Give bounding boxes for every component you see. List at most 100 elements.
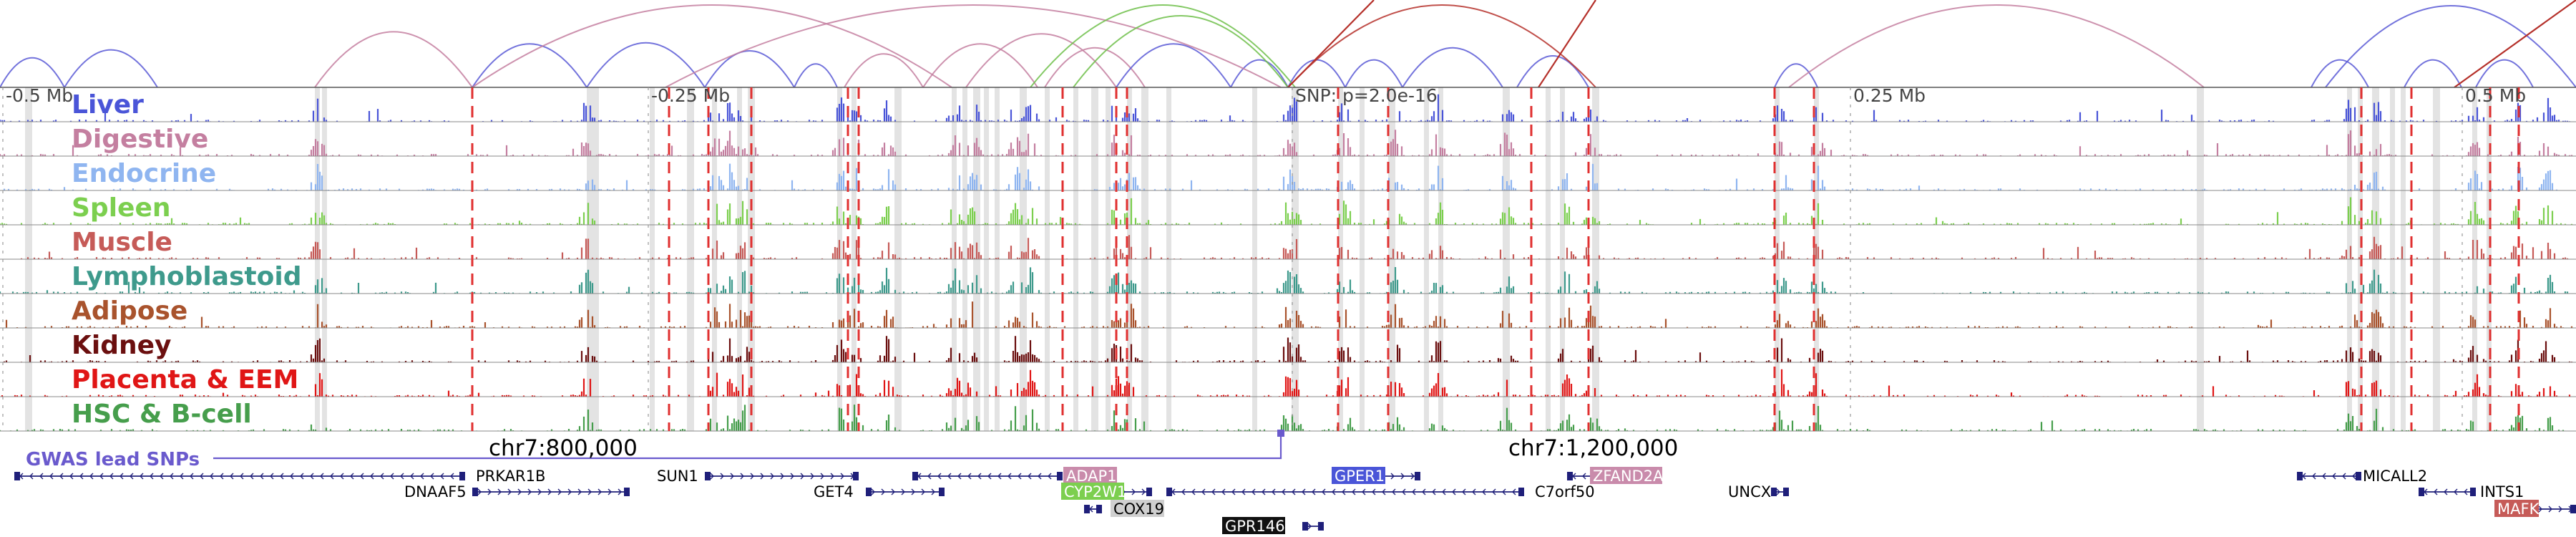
exon — [1567, 472, 1573, 480]
gene-mafk[interactable]: MAFK — [2494, 500, 2576, 518]
strand-arrow — [977, 473, 982, 480]
gene-adap1[interactable]: ADAP1 — [912, 467, 1117, 485]
strand-arrow — [1221, 488, 1226, 495]
loop-arc — [1116, 43, 1231, 88]
exon — [1096, 505, 1102, 513]
loop-arc — [922, 43, 1038, 88]
gene-gper1[interactable]: GPER1 — [1332, 467, 1420, 485]
gene-micall2[interactable]: MICALL2 — [2297, 468, 2427, 485]
strand-arrow — [39, 473, 44, 480]
strand-arrow — [937, 473, 942, 480]
chromosome-coordinates: chr7:800,000 chr7:1,200,000 — [489, 435, 1678, 461]
track-hsc-b-cell — [0, 405, 2576, 432]
exon — [1415, 472, 1420, 480]
gene-sun1[interactable]: SUN1 — [657, 468, 859, 485]
gene-prkar1b[interactable]: PRKAR1B — [14, 468, 545, 485]
strand-arrow — [790, 473, 794, 480]
strand-arrow — [410, 473, 414, 480]
strand-arrow — [1332, 488, 1336, 495]
gene-label: C7orf50 — [1535, 483, 1595, 500]
gene-label: GET4 — [814, 483, 854, 500]
strand-arrow — [2322, 473, 2326, 480]
gene-label: UNCX — [1728, 483, 1771, 500]
strand-arrow — [430, 473, 434, 480]
strand-arrow — [1018, 473, 1022, 480]
exon — [1146, 488, 1152, 496]
gene-cox19[interactable]: COX19 — [1084, 500, 1164, 518]
exon — [853, 472, 859, 480]
signal-peaks — [3, 336, 2573, 362]
exon — [1057, 472, 1063, 480]
strand-arrow — [1342, 488, 1346, 495]
exon — [2470, 488, 2476, 496]
strand-arrow — [2342, 473, 2346, 480]
gwas-snp-marker — [1277, 430, 1284, 437]
signal-peaks — [0, 130, 2573, 156]
exon — [1166, 488, 1172, 496]
track-lymphoblastoid — [0, 267, 2576, 294]
strand-arrow — [49, 473, 54, 480]
track-kidney — [0, 336, 2576, 363]
strand-arrow — [440, 473, 444, 480]
gene-label: ZFAND2A — [1593, 468, 1664, 485]
strand-arrow — [230, 473, 234, 480]
gene-label-highlight — [1061, 483, 1124, 500]
strand-arrow — [921, 488, 925, 495]
strand-arrow — [400, 473, 404, 480]
strand-arrow — [2548, 505, 2552, 513]
gene-gpr146[interactable]: GPR146 — [1222, 517, 1324, 535]
exon — [2297, 472, 2303, 480]
strand-arrow — [1392, 488, 1396, 495]
strand-arrow — [380, 473, 384, 480]
gene-label-highlight — [1332, 467, 1385, 484]
gwas-track: GWAS lead SNPs — [26, 430, 1284, 470]
gene-get4[interactable]: GET4 — [814, 483, 945, 500]
strand-arrow — [210, 473, 214, 480]
strand-arrow — [59, 473, 64, 480]
gene-ints1[interactable]: INTS1 — [2419, 483, 2524, 500]
gene-c7orf50[interactable]: C7orf50 — [1166, 483, 1595, 500]
strand-arrow — [547, 488, 552, 495]
strand-arrow — [350, 473, 354, 480]
gene-dnaaf5[interactable]: DNAAF5 — [404, 483, 630, 500]
gene-label: GPR146 — [1225, 518, 1285, 535]
gene-uncx[interactable]: UNCX — [1728, 483, 1789, 500]
strand-arrow — [710, 473, 714, 480]
strand-arrow — [2434, 488, 2438, 495]
signal-peaks — [0, 94, 2571, 122]
loop-arc — [0, 57, 65, 88]
track-adipose — [0, 301, 2576, 329]
exon — [472, 488, 478, 496]
strand-arrow — [1442, 488, 1446, 495]
strand-arrow — [497, 488, 502, 495]
strand-arrow — [1241, 488, 1246, 495]
strand-arrow — [1231, 488, 1236, 495]
strand-arrow — [760, 473, 764, 480]
loop-arc — [704, 50, 795, 88]
track-liver — [0, 94, 2576, 122]
strand-arrow — [390, 473, 394, 480]
strand-arrow — [79, 473, 84, 480]
exon — [1518, 488, 1524, 496]
strand-arrow — [1292, 488, 1296, 495]
exon — [705, 472, 711, 480]
loop-arc — [1788, 4, 2205, 88]
strand-arrow — [1390, 473, 1395, 480]
loop-arc — [2311, 59, 2369, 88]
strand-arrow — [99, 473, 104, 480]
strand-arrow — [1422, 488, 1426, 495]
track-muscle — [0, 235, 2576, 260]
strand-arrow — [340, 473, 344, 480]
loop-arc — [472, 4, 952, 88]
gene-zfand2a[interactable]: ZFAND2A — [1567, 467, 1664, 485]
strand-arrow — [2444, 488, 2448, 495]
gene-label: GPER1 — [1335, 468, 1385, 485]
strand-arrow — [618, 488, 622, 495]
strand-arrow — [1582, 473, 1586, 480]
strand-arrow — [987, 473, 992, 480]
exon — [1771, 488, 1777, 496]
gene-cyp2w1[interactable]: CYP2W1 — [1061, 483, 1152, 500]
gene-label: CYP2W1 — [1064, 483, 1126, 500]
